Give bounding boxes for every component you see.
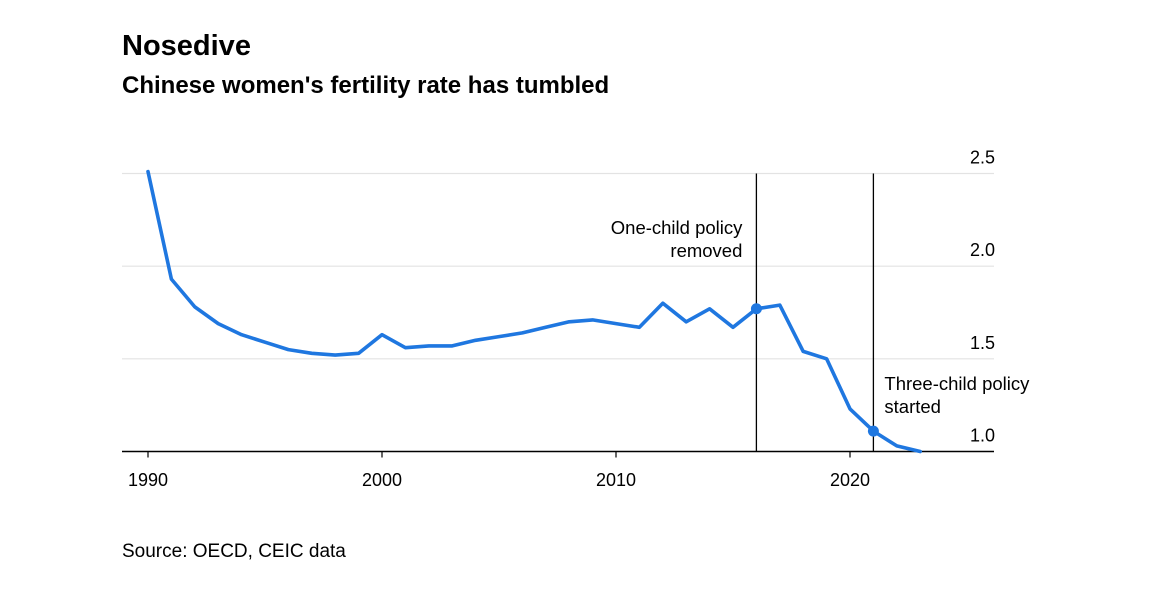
x-tick-label: 1990 xyxy=(128,470,168,490)
x-tick-label: 2020 xyxy=(830,470,870,490)
fertility-rate-line xyxy=(146,169,923,454)
x-tick-label: 2010 xyxy=(596,470,636,490)
chart-title: Nosedive xyxy=(122,30,251,62)
y-tick-label: 2.5 xyxy=(970,148,995,168)
annotation-marker xyxy=(750,303,762,315)
y-tick-label: 1.0 xyxy=(970,426,995,446)
annotation-label: started xyxy=(884,396,941,417)
chart-subtitle: Chinese women's fertility rate has tumbl… xyxy=(122,72,610,99)
x-tick-label: 2000 xyxy=(362,470,402,490)
source-note: Source: OECD, CEIC data xyxy=(122,541,346,562)
y-tick-label: 1.5 xyxy=(970,333,995,353)
annotation-label: removed xyxy=(670,240,742,261)
annotation-label: Three-child policy xyxy=(884,373,1030,394)
annotation-label: One-child policy xyxy=(611,217,743,238)
annotation-marker xyxy=(867,425,879,437)
y-tick-label: 2.0 xyxy=(970,240,995,260)
